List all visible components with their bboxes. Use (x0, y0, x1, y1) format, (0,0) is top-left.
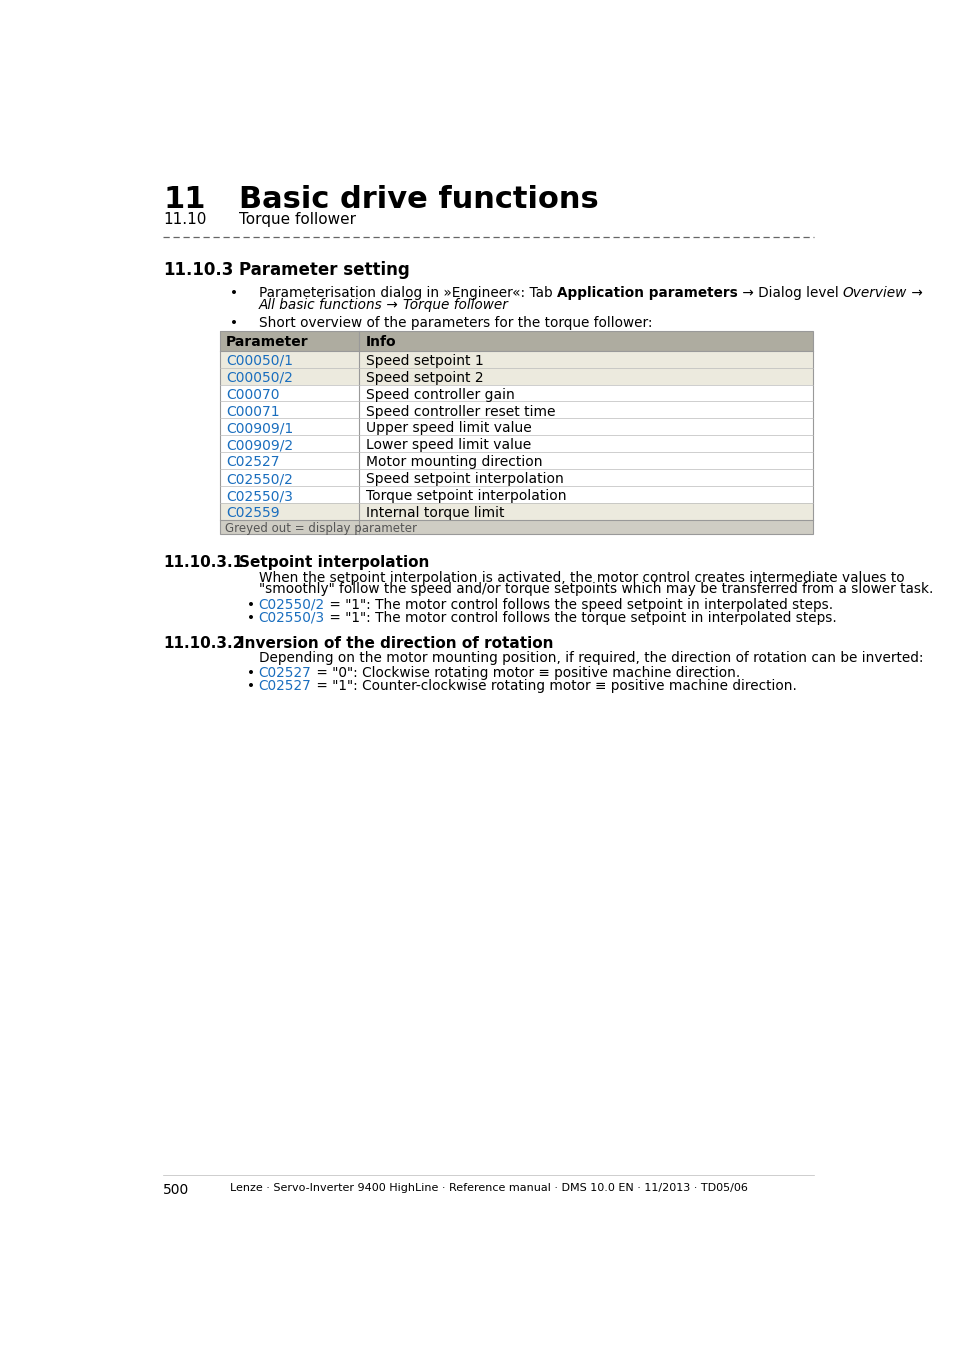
Text: 11.10.3: 11.10.3 (163, 261, 233, 278)
Text: •: • (230, 286, 238, 300)
Text: Speed controller reset time: Speed controller reset time (365, 405, 555, 418)
Text: = "1": Counter-clockwise rotating motor ≡ positive machine direction.: = "1": Counter-clockwise rotating motor … (312, 679, 796, 694)
Text: C00909/1: C00909/1 (226, 421, 294, 436)
Bar (220, 331, 812, 533)
Text: →: → (906, 286, 922, 300)
Bar (220, 401, 812, 418)
Text: Speed setpoint 1: Speed setpoint 1 (365, 354, 483, 367)
Text: C00050/1: C00050/1 (226, 354, 293, 367)
Text: Setpoint interpolation: Setpoint interpolation (239, 555, 429, 571)
Text: →: → (382, 297, 402, 312)
Bar (220, 435, 812, 452)
Bar (220, 486, 812, 504)
Text: Speed setpoint 2: Speed setpoint 2 (365, 371, 483, 385)
Text: Internal torque limit: Internal torque limit (365, 506, 504, 520)
Bar (220, 385, 812, 401)
Text: Lower speed limit value: Lower speed limit value (365, 439, 531, 452)
Bar (220, 504, 812, 520)
Text: Speed controller gain: Speed controller gain (365, 387, 514, 401)
Text: When the setpoint interpolation is activated, the motor control creates intermed: When the setpoint interpolation is activ… (258, 571, 903, 585)
Text: 11.10.3.2: 11.10.3.2 (163, 636, 244, 651)
Bar (220, 351, 812, 367)
Text: Torque follower: Torque follower (402, 297, 507, 312)
Text: C00050/2: C00050/2 (226, 371, 293, 385)
Text: = "1": The motor control follows the speed setpoint in interpolated steps.: = "1": The motor control follows the spe… (325, 598, 832, 612)
Text: "smoothly" follow the speed and/or torque setpoints which may be transferred fro: "smoothly" follow the speed and/or torqu… (258, 582, 932, 597)
Text: •: • (230, 316, 238, 329)
Text: = "1": The motor control follows the torque setpoint in interpolated steps.: = "1": The motor control follows the tor… (325, 612, 836, 625)
Text: C02550/2: C02550/2 (226, 472, 293, 486)
Text: C02559: C02559 (226, 506, 279, 520)
Text: Overview: Overview (841, 286, 906, 300)
Text: C02550/2: C02550/2 (258, 598, 325, 612)
Text: Application parameters: Application parameters (557, 286, 737, 300)
Bar (220, 418, 812, 435)
Text: Torque setpoint interpolation: Torque setpoint interpolation (365, 489, 566, 504)
Text: C02527: C02527 (226, 455, 279, 470)
Text: •: • (247, 667, 254, 680)
Text: Parameter setting: Parameter setting (239, 261, 410, 278)
Text: → Dialog level: → Dialog level (737, 286, 841, 300)
Text: Inversion of the direction of rotation: Inversion of the direction of rotation (239, 636, 554, 651)
Text: C00909/2: C00909/2 (226, 439, 293, 452)
Text: Speed setpoint interpolation: Speed setpoint interpolation (365, 472, 563, 486)
Text: Parameterisation dialog in »Engineer«: Tab: Parameterisation dialog in »Engineer«: T… (258, 286, 557, 300)
Text: All basic functions: All basic functions (258, 297, 382, 312)
Text: Short overview of the parameters for the torque follower:: Short overview of the parameters for the… (258, 316, 652, 329)
Bar (220, 520, 812, 533)
Text: C02527: C02527 (258, 679, 312, 694)
Text: 11: 11 (163, 185, 206, 215)
Bar (220, 452, 812, 470)
Text: C02550/3: C02550/3 (226, 489, 293, 504)
Text: C00070: C00070 (226, 387, 279, 401)
Text: C02550/3: C02550/3 (258, 612, 325, 625)
Bar (220, 470, 812, 486)
Text: •: • (247, 679, 254, 694)
Text: Basic drive functions: Basic drive functions (239, 185, 598, 215)
Text: •: • (247, 598, 254, 612)
Text: Upper speed limit value: Upper speed limit value (365, 421, 531, 436)
Text: Depending on the motor mounting position, if required, the direction of rotation: Depending on the motor mounting position… (258, 651, 923, 666)
Text: Lenze · Servo-Inverter 9400 HighLine · Reference manual · DMS 10.0 EN · 11/2013 : Lenze · Servo-Inverter 9400 HighLine · R… (230, 1183, 747, 1193)
Text: •: • (247, 612, 254, 625)
Text: 11.10.3.1: 11.10.3.1 (163, 555, 243, 571)
Text: Torque follower: Torque follower (239, 212, 356, 227)
Text: 500: 500 (163, 1183, 190, 1197)
Text: C00071: C00071 (226, 405, 279, 418)
Text: = "0": Clockwise rotating motor ≡ positive machine direction.: = "0": Clockwise rotating motor ≡ positi… (312, 667, 739, 680)
Text: Greyed out = display parameter: Greyed out = display parameter (224, 522, 416, 536)
Bar (220, 367, 812, 385)
Text: Motor mounting direction: Motor mounting direction (365, 455, 541, 470)
Text: Info: Info (365, 335, 395, 350)
Bar (220, 331, 812, 351)
Text: C02527: C02527 (258, 667, 312, 680)
Text: 11.10: 11.10 (163, 212, 207, 227)
Text: Parameter: Parameter (226, 335, 309, 350)
